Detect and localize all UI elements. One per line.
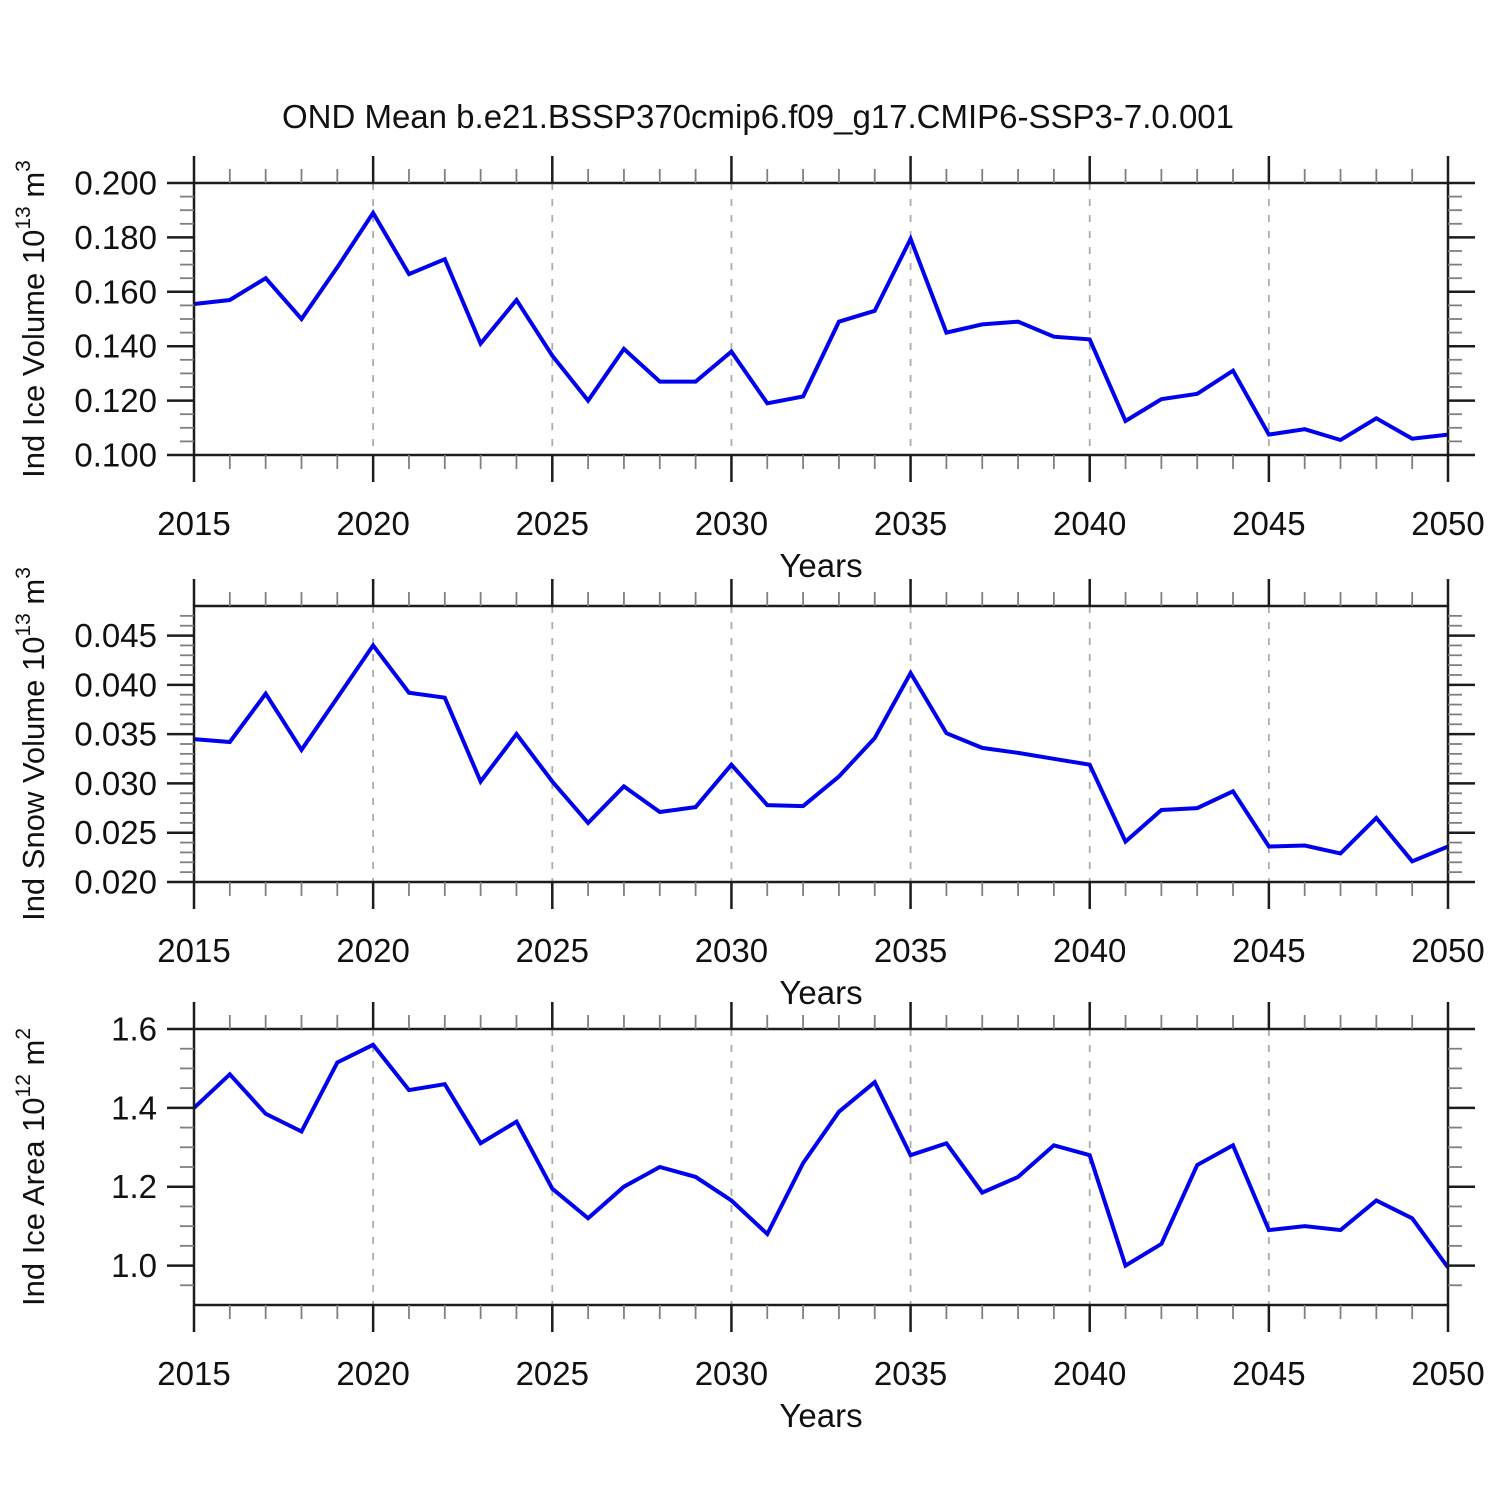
x-tick-label: 2050 [1411, 1355, 1484, 1392]
y-axis-title: Ind Snow Volume 1013 m3 [12, 567, 51, 921]
panels-group: 0.100 0.120 0.140 0.160 0.180 0.200 2015 2020 20… [12, 156, 1485, 1434]
panel-2: 0.020 0.025 0.030 0.035 0.040 0.045 2015 2020 20… [12, 567, 1485, 1011]
x-tick-label: 2020 [336, 505, 409, 542]
y-tick-label: 0.160 [74, 273, 157, 310]
data-line [192, 1042, 1450, 1269]
plot-frame [192, 604, 1450, 884]
x-tick-label: 2050 [1411, 505, 1484, 542]
y-tick-label: 0.180 [74, 219, 157, 256]
x-tick-label: 2030 [695, 1355, 768, 1392]
x-axis-title: Years [779, 1397, 862, 1434]
y-tick-label: 0.040 [74, 666, 157, 703]
x-tick-label: 2045 [1232, 1355, 1305, 1392]
x-tick-label: 2040 [1053, 505, 1126, 542]
y-axis-title: Ind Ice Volume 1013 m3 [12, 160, 51, 478]
x-tick-label: 2045 [1232, 505, 1305, 542]
data-line [193, 641, 1449, 864]
y-tick-label: 0.100 [74, 437, 157, 474]
x-tick-label: 2050 [1411, 932, 1484, 969]
figure-title: OND Mean b.e21.BSSP370cmip6.f09_g17.CMIP… [282, 98, 1234, 135]
y-tick-label: 0.025 [74, 814, 157, 851]
x-tick-label: 2030 [695, 932, 768, 969]
x-tick-label: 2020 [336, 932, 409, 969]
y-tick-label: 0.020 [74, 864, 157, 901]
plot-frame [192, 1027, 1450, 1307]
y-tick-label: 0.045 [74, 617, 157, 654]
x-axis-title: Years [779, 974, 862, 1011]
x-tick-label: 2045 [1232, 932, 1305, 969]
panel-1: 0.100 0.120 0.140 0.160 0.180 0.200 2015 2020 20… [12, 156, 1485, 584]
plot-frame [192, 181, 1450, 457]
x-tick-label: 2025 [516, 1355, 589, 1392]
y-tick-label: 0.120 [74, 382, 157, 419]
y-tick-label: 0.140 [74, 328, 157, 365]
x-tick-label: 2040 [1053, 1355, 1126, 1392]
x-tick-label: 2035 [874, 505, 947, 542]
x-tick-label: 2015 [157, 1355, 230, 1392]
y-axis-title: Ind Ice Area 1012 m2 [12, 1028, 51, 1306]
y-tick-label: 0.030 [74, 765, 157, 802]
x-tick-label: 2040 [1053, 932, 1126, 969]
y-tick-label: 0.035 [74, 716, 157, 753]
y-tick-label: 1.2 [111, 1168, 157, 1205]
x-tick-label: 2015 [157, 932, 230, 969]
x-tick-label: 2025 [516, 505, 589, 542]
x-tick-label: 2020 [336, 1355, 409, 1392]
panel-3: 1.0 1.2 1.4 1.6 2015 2020 2025 2030 2035 2040 2045… [12, 1002, 1485, 1434]
x-axis-title: Years [779, 547, 862, 584]
x-tick-label: 2035 [874, 1355, 947, 1392]
x-tick-label: 2015 [157, 505, 230, 542]
y-tick-label: 0.200 [74, 165, 157, 202]
y-tick-label: 1.0 [111, 1247, 157, 1284]
data-line [193, 209, 1449, 443]
x-tick-label: 2035 [874, 932, 947, 969]
x-tick-label: 2025 [516, 932, 589, 969]
x-tick-label: 2030 [695, 505, 768, 542]
y-tick-label: 1.6 [111, 1011, 157, 1048]
y-tick-label: 1.4 [111, 1089, 157, 1126]
